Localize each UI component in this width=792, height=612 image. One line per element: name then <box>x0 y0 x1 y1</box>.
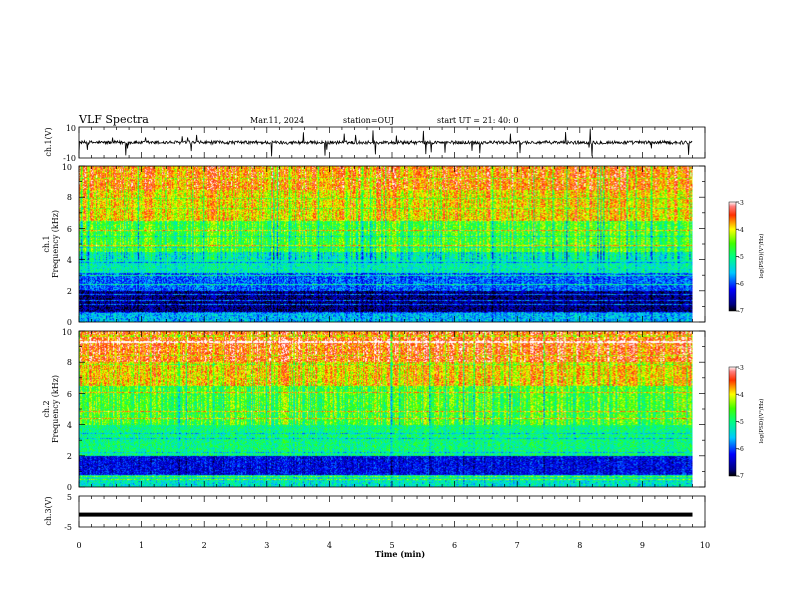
figure-title: VLF Spectra <box>78 113 149 126</box>
ch2-spec-ytick-2: 2 <box>67 452 72 461</box>
date-label: Mar.11, 2024 <box>250 116 304 125</box>
time-tick-label: 2 <box>202 541 207 550</box>
ch1-cb-tick-m7: -7 <box>738 308 744 315</box>
ch1-spec-ytick-6: 6 <box>67 225 72 234</box>
ch2-cb-tick-m6: -6 <box>738 446 744 453</box>
ch2-cb-tick-m5: -5 <box>738 419 744 426</box>
ch1-spectrogram-x-ticks <box>78 166 706 322</box>
ch1-spec-ytick-2: 2 <box>67 287 72 296</box>
ch3-ylabel: ch.3(V) <box>44 496 53 525</box>
ch1-spec-ytick-0: 0 <box>67 318 72 327</box>
ch1-cb-tick-m4: -4 <box>738 227 744 234</box>
ch2-cb-tick-m3: -3 <box>738 365 744 372</box>
ch1-cb-tick-m5: -5 <box>738 254 744 261</box>
ch3-ytick-bottom: -5 <box>64 523 72 532</box>
ch1-colorbar: -3 -4 -5 -6 -7 log(PSD)(V²/Hz) <box>728 200 765 315</box>
ch2-colorbar-label: log(PSD)(V²/Hz) <box>758 399 765 444</box>
ch2-spec-ylabel-channel: ch.2 <box>42 400 51 417</box>
time-axis-tick-labels: 0 1 2 3 4 5 6 7 8 9 10 <box>76 541 710 550</box>
ch2-spec-ytick-10: 10 <box>62 328 72 337</box>
ch2-cb-tick-m7: -7 <box>738 473 744 480</box>
ch1-colorbar-label: log(PSD)(V²/Hz) <box>758 234 765 279</box>
ch1-colorbar-ticks <box>736 201 739 312</box>
ch3-waveform-trace <box>79 512 693 517</box>
ch1-ytick-top: 10 <box>66 124 76 133</box>
station-label: station=OUJ <box>343 116 394 125</box>
ch2-spec-ytick-8: 8 <box>67 358 72 367</box>
ch1-spec-ytick-10: 10 <box>62 163 72 172</box>
ch1-waveform-trace <box>78 128 693 157</box>
ch1-x-ticks <box>78 127 706 158</box>
ch1-spectrogram-panel: 0 2 4 6 8 10 ch.1 Frequency (kHz) <box>42 163 706 327</box>
time-tick-label: 10 <box>700 541 710 550</box>
ch1-ylabel: ch.1(V) <box>44 127 53 156</box>
time-tick-label: 4 <box>327 541 332 550</box>
start-time-label: start UT = 21: 40: 0 <box>437 116 518 125</box>
ch3-x-ticks <box>78 496 706 527</box>
time-axis-label: Time (min) <box>375 549 425 559</box>
time-tick-label: 7 <box>515 541 520 550</box>
time-tick-label: 6 <box>452 541 457 550</box>
ch2-cb-tick-m4: -4 <box>738 392 744 399</box>
time-tick-label: 3 <box>264 541 269 550</box>
ch2-spectrogram-image <box>79 331 693 487</box>
ch2-colorbar: -3 -4 -5 -6 -7 log(PSD)(V²/Hz) <box>728 365 765 480</box>
ch1-spectrogram-image <box>79 166 693 322</box>
ch2-spec-ytick-0: 0 <box>67 483 72 492</box>
time-tick-label: 9 <box>640 541 645 550</box>
time-tick-label: 0 <box>76 541 81 550</box>
ch2-spec-ytick-6: 6 <box>67 390 72 399</box>
ch2-spectrogram-x-ticks <box>78 331 706 487</box>
time-tick-label: 5 <box>389 541 394 550</box>
ch1-cb-tick-m3: -3 <box>738 200 744 207</box>
ch1-waveform-panel: 10 -10 ch.1(V) <box>44 124 706 163</box>
ch3-ytick-top: 5 <box>67 493 72 502</box>
time-tick-label: 8 <box>577 541 582 550</box>
time-tick-label: 1 <box>139 541 144 550</box>
ch2-spec-ylabel: Frequency (kHz) <box>51 375 60 443</box>
ch2-spectrogram-panel: 0 2 4 6 8 10 ch.2 Frequency (kHz) <box>42 328 706 492</box>
ch1-spec-ylabel-channel: ch.1 <box>42 235 51 252</box>
ch1-spec-ytick-4: 4 <box>67 256 72 265</box>
ch2-colorbar-ticks <box>736 366 739 477</box>
ch1-ytick-bottom: -10 <box>63 154 76 163</box>
ch1-spec-ytick-8: 8 <box>67 193 72 202</box>
ch2-spec-ytick-4: 4 <box>67 421 72 430</box>
ch1-spec-ylabel: Frequency (kHz) <box>51 210 60 278</box>
ch1-spectrogram-y-ticks <box>79 165 705 323</box>
ch2-spectrogram-y-ticks <box>79 330 705 488</box>
ch1-cb-tick-m6: -6 <box>738 281 744 288</box>
ch3-waveform-panel: 5 -5 ch.3(V) <box>44 493 706 532</box>
